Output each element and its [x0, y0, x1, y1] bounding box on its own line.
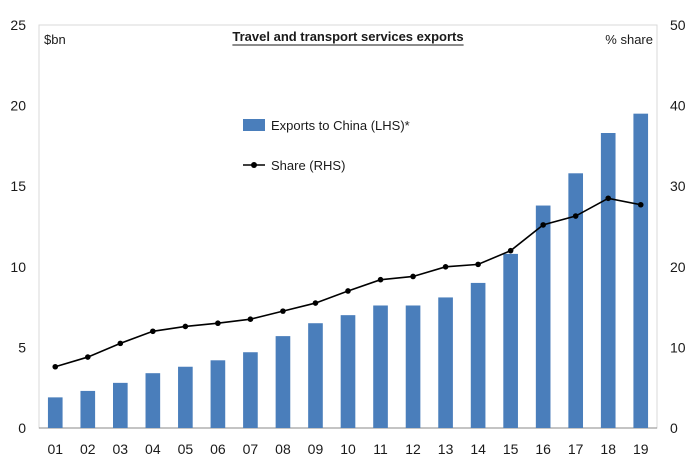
right-tick-label: 30	[670, 178, 686, 194]
x-tick-label: 09	[308, 441, 324, 457]
bar-12	[405, 305, 421, 428]
legend-marker-share	[251, 162, 257, 168]
bar-15	[503, 253, 518, 428]
share-point-02	[84, 354, 91, 360]
x-tick-label: 16	[535, 441, 551, 457]
legend-label-exports: Exports to China (LHS)*	[271, 118, 410, 133]
x-tick-label: 02	[80, 441, 96, 457]
share-point-19	[637, 201, 644, 208]
left-tick-label: 5	[18, 339, 26, 355]
bar-04	[145, 373, 161, 428]
bar-11	[373, 305, 388, 428]
line-series	[52, 195, 644, 370]
bar-01	[47, 397, 63, 428]
share-point-16	[540, 222, 546, 228]
right-tick-label: 40	[670, 98, 686, 114]
x-tick-label: 15	[503, 441, 519, 457]
left-tick-label: 20	[10, 98, 26, 114]
share-point-04	[150, 328, 156, 335]
bar-19	[633, 113, 649, 428]
left-tick-label: 25	[10, 17, 26, 33]
x-tick-label: 12	[405, 441, 421, 457]
x-axis-ticks: 01 02 03 04 05 06 07 08 09 10 11 12 13 14 15 16 17 18 19	[47, 441, 648, 457]
bar-05	[178, 366, 193, 428]
right-tick-label: 0	[670, 420, 678, 436]
legend-swatch-exports	[243, 119, 265, 131]
share-point-06	[215, 320, 221, 327]
left-tick-label: 15	[10, 178, 26, 194]
bar-06	[210, 360, 226, 428]
share-point-07	[247, 316, 254, 322]
bar-13	[438, 297, 453, 428]
bar-07	[243, 352, 258, 428]
x-tick-label: 10	[340, 441, 356, 457]
x-tick-label: 06	[210, 441, 226, 457]
x-tick-label: 04	[145, 441, 161, 457]
bar-17	[568, 173, 584, 428]
right-tick-label: 50	[670, 17, 686, 33]
legend-label-share: Share (RHS)	[271, 158, 345, 173]
right-axis-unit: % share	[605, 32, 653, 47]
x-tick-label: 17	[568, 441, 584, 457]
share-point-10	[345, 288, 351, 294]
bar-18	[600, 133, 616, 428]
share-point-01	[52, 363, 59, 370]
right-axis-ticks: 0 10 20 30 40 50	[670, 17, 686, 436]
share-point-18	[605, 195, 612, 202]
bar-03	[113, 382, 128, 428]
x-tick-label: 08	[275, 441, 291, 457]
share-point-14	[475, 261, 481, 268]
right-tick-label: 10	[670, 339, 686, 355]
x-tick-label: 14	[470, 441, 486, 457]
share-point-15	[507, 247, 514, 254]
left-axis-ticks: 0 5 10 15 20 25	[10, 17, 26, 436]
bar-09	[308, 323, 323, 428]
x-tick-label: 13	[438, 441, 454, 457]
left-axis-unit: $bn	[44, 32, 66, 47]
bar-08	[275, 336, 291, 428]
bar-series	[47, 113, 649, 428]
share-point-17	[572, 213, 579, 219]
x-tick-label: 18	[600, 441, 616, 457]
share-point-11	[377, 276, 384, 283]
x-tick-label: 19	[633, 441, 649, 457]
x-tick-label: 07	[243, 441, 259, 457]
left-tick-label: 10	[10, 259, 26, 275]
share-point-03	[117, 340, 124, 347]
bar-16	[535, 205, 551, 428]
bar-02	[80, 390, 96, 428]
x-tick-label: 01	[47, 441, 63, 457]
legend: Exports to China (LHS)* Share (RHS)	[243, 118, 410, 173]
left-tick-label: 0	[18, 420, 26, 436]
bar-14	[470, 282, 486, 428]
share-point-08	[280, 308, 286, 314]
right-tick-label: 20	[670, 259, 686, 275]
share-point-13	[442, 264, 449, 270]
share-point-05	[182, 323, 189, 330]
x-tick-label: 05	[178, 441, 194, 457]
share-point-12	[410, 273, 416, 280]
x-tick-label: 11	[373, 441, 388, 457]
bar-10	[340, 315, 356, 428]
share-point-09	[312, 300, 319, 306]
x-tick-label: 03	[113, 441, 129, 457]
chart-title: Travel and transport services exports	[232, 29, 463, 44]
